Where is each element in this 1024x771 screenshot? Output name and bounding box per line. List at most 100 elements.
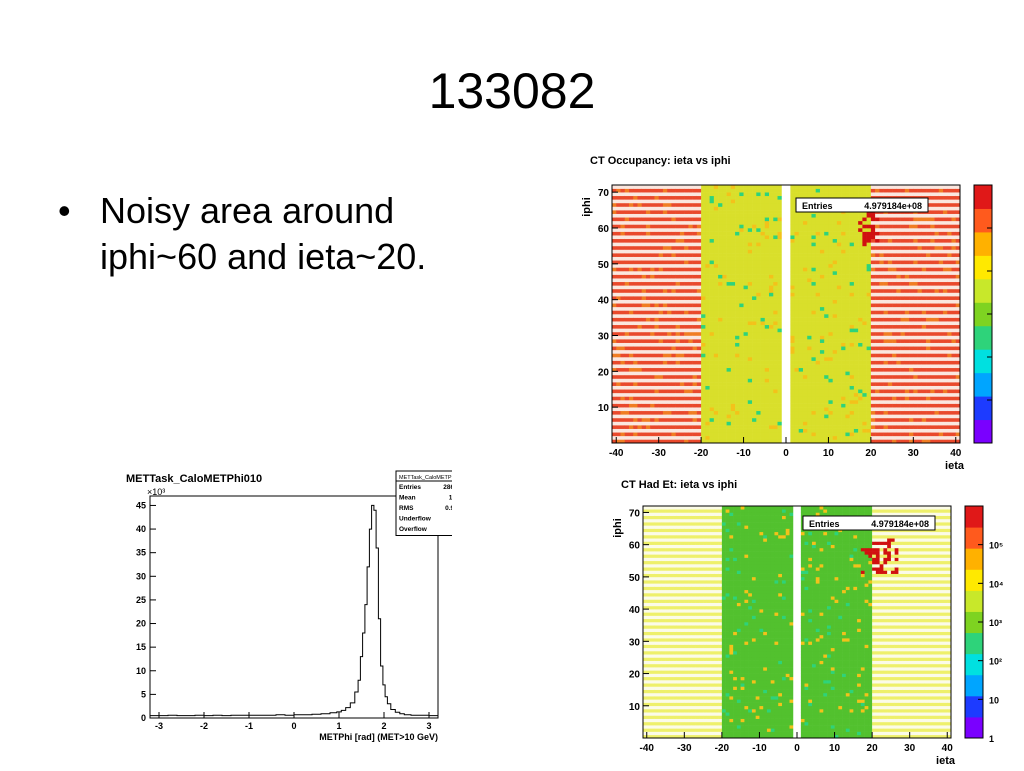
heatmap-cell [883,306,889,311]
heatmap-cell [858,292,863,297]
heatmap-cell [752,242,757,247]
heatmap-cell [743,285,749,290]
heatmap-cell [705,389,710,394]
heatmap-cell [828,242,833,247]
heatmap-cell [620,414,626,419]
heatmap-cell [875,278,880,283]
heatmap-cell [815,367,821,372]
heatmap-cell [896,428,901,433]
heatmap-cell [798,317,804,322]
heatmap-cell [612,400,617,404]
heatmap-cell [726,210,732,214]
heatmap-cell [739,328,744,333]
heatmap-cell [866,417,872,422]
heatmap-cell [798,310,804,315]
heatmap-cell [696,335,702,340]
heatmap-cell [633,217,638,222]
heatmap-cell [790,331,795,336]
heatmap-cell [633,231,638,236]
heatmap-cell [726,357,732,361]
heatmap-cell [887,367,893,372]
heatmap-cell [752,432,757,437]
heatmap-cell [892,267,897,272]
heatmap-cell [794,435,800,440]
heatmap-cell [875,367,880,372]
heatmap-cell [701,314,706,318]
heatmap-cell [811,231,817,236]
heatmap-cell [798,407,804,412]
heatmap-cell [866,331,872,336]
heatmap-cell [679,245,685,250]
heatmap-cell [815,428,821,433]
heatmap-cell [624,288,630,293]
heatmap-cell [645,288,651,293]
heatmap-cell [713,346,719,351]
heatmap-cell [722,256,727,261]
heatmap-cell [616,382,621,386]
heatmap-cell [824,342,829,347]
heatmap-cell [858,382,863,386]
heatmap-cell [752,288,757,293]
heatmap-cell [879,374,884,379]
heatmap-cell [658,439,664,444]
heatmap-cell [773,249,778,254]
heatmap-cell [815,328,821,333]
heatmap-cell [692,228,698,232]
heatmap-cell [909,339,914,343]
heatmap-cell [887,360,893,365]
heatmap-cell [645,263,651,268]
heatmap-cell [667,213,672,218]
heatmap-cell [675,220,681,225]
heatmap-cell [807,353,812,358]
heatmap-cell [696,263,702,268]
heatmap-cell [743,263,749,268]
heatmap-cell [616,392,621,397]
heatmap-cell [730,271,736,275]
heatmap-cell [722,231,727,236]
heatmap-cell [900,353,906,358]
heatmap-cell [883,364,889,369]
heatmap-cell [637,296,643,300]
heatmap-cell [726,310,732,315]
heatmap-cell [705,378,710,383]
heatmap-cell [849,353,855,358]
heatmap-cell [620,314,626,318]
heatmap-cell [730,188,736,193]
heatmap-cell [692,385,698,390]
heatmap-cell [794,396,800,401]
heatmap-cell [658,271,664,275]
heatmap-cell [688,253,693,257]
heatmap-cell [756,314,761,318]
heatmap-cell [807,260,812,265]
heatmap-cell [679,428,685,433]
heatmap-cell [735,439,740,444]
heatmap-cell [633,317,638,322]
heatmap-cell [739,260,744,265]
heatmap-cell [713,421,719,426]
heatmap-cell [679,249,685,254]
heatmap-cell [616,371,621,376]
heatmap-cell [684,317,689,322]
heatmap-cell [628,360,634,365]
heatmap-cell [790,263,795,268]
heatmap-cell [849,213,855,218]
heatmap-cell [794,281,800,286]
heatmap-cell [883,410,889,415]
heatmap-cell [909,188,914,193]
heatmap-cell [836,217,842,222]
heatmap-cell [841,385,846,390]
heatmap-cell [637,392,643,397]
heatmap-cell [628,185,634,189]
heatmap-cell [798,382,804,386]
heatmap-cell [849,342,855,347]
heatmap-cell [858,421,863,426]
heatmap-cell [684,335,689,340]
heatmap-cell [904,217,910,222]
heatmap-cell [722,260,727,265]
heatmap-cell [896,382,901,386]
heatmap-cell [879,349,884,354]
heatmap-cell [811,382,817,386]
heatmap-cell [773,353,778,358]
heatmap-cell [764,267,770,272]
heatmap-cell [849,400,855,404]
